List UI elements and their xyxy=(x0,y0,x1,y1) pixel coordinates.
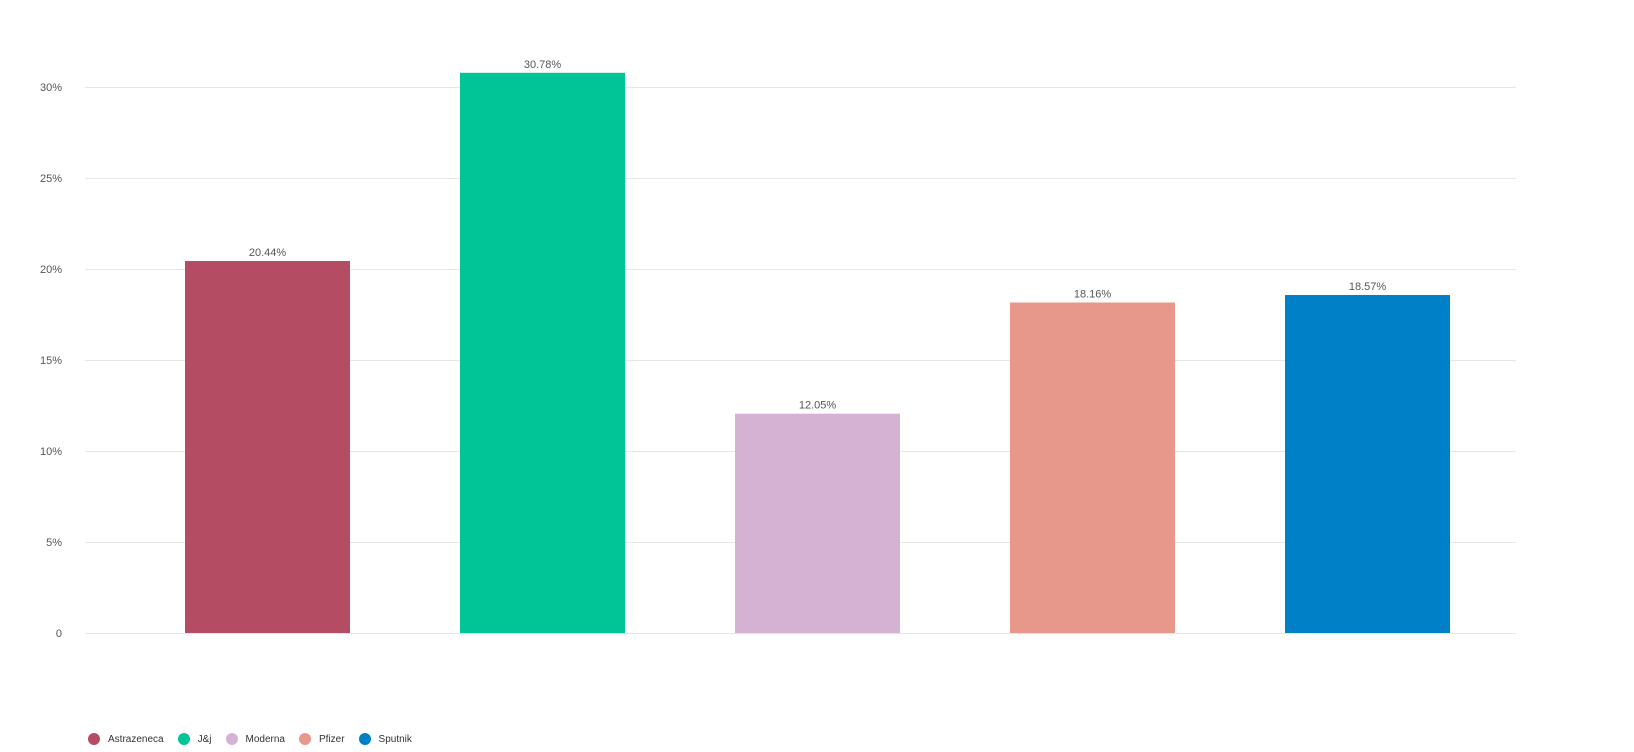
bar-moderna[interactable] xyxy=(735,413,900,633)
legend-item-pfizer[interactable]: Pfizer xyxy=(298,733,345,745)
chart-legend: Astrazeneca J&j Moderna Pfizer Sputnik xyxy=(88,733,412,745)
y-tick-label: 0 xyxy=(56,628,62,640)
y-axis-tick-labels: 0 5% 10% 15% 20% 25% 30% xyxy=(40,82,62,640)
legend-item-jj[interactable]: J&j xyxy=(177,733,212,745)
legend-item-sputnik[interactable]: Sputnik xyxy=(358,733,412,745)
legend-label-jj: J&j xyxy=(197,733,212,745)
y-tick-label: 20% xyxy=(40,264,62,276)
legend-swatch-sputnik xyxy=(358,733,371,745)
bar-data-labels: 20.44% 30.78% 12.05% 18.16% 18.57% xyxy=(249,59,1387,412)
y-tick-label: 10% xyxy=(40,446,62,458)
legend-label-sputnik: Sputnik xyxy=(378,733,412,745)
bar-sputnik[interactable] xyxy=(1285,295,1450,633)
y-tick-label: 30% xyxy=(40,82,62,94)
legend-swatch-jj xyxy=(177,733,190,745)
y-tick-label: 15% xyxy=(40,355,62,367)
legend-label-moderna: Moderna xyxy=(245,733,285,745)
data-label-moderna: 12.05% xyxy=(799,400,837,412)
bar-astrazeneca[interactable] xyxy=(185,260,350,633)
data-label-pfizer: 18.16% xyxy=(1074,288,1112,300)
legend-item-astrazeneca[interactable]: Astrazeneca xyxy=(88,733,164,745)
y-tick-label: 5% xyxy=(46,537,62,549)
data-label-astrazeneca: 20.44% xyxy=(249,247,287,259)
legend-swatch-moderna xyxy=(225,733,238,745)
data-label-sputnik: 18.57% xyxy=(1349,281,1387,293)
legend-swatch-pfizer xyxy=(298,733,311,745)
bar-pfizer[interactable] xyxy=(1010,302,1175,633)
legend-label-pfizer: Pfizer xyxy=(318,733,345,745)
bars xyxy=(185,72,1450,633)
y-tick-label: 25% xyxy=(40,173,62,185)
legend-item-moderna[interactable]: Moderna xyxy=(225,733,285,745)
legend-swatch-astrazeneca xyxy=(88,733,100,745)
legend-label-astrazeneca: Astrazeneca xyxy=(108,733,164,745)
data-label-jj: 30.78% xyxy=(524,59,562,71)
bar-jj[interactable] xyxy=(460,72,625,633)
